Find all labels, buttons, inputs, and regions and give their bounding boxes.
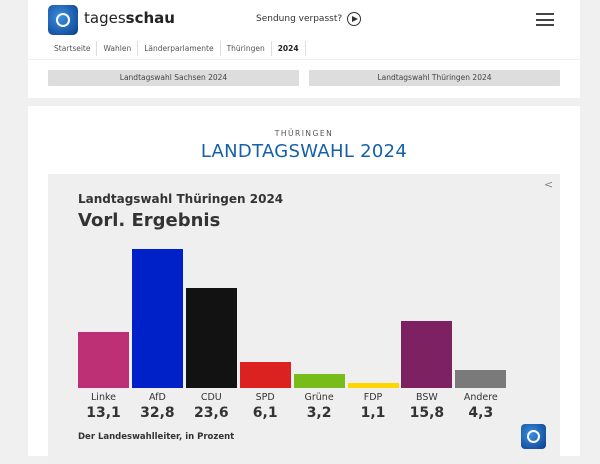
breadcrumb-item[interactable]: Startseite	[48, 41, 98, 56]
bar-value: 13,1	[86, 405, 121, 421]
brand-name[interactable]: tagesschau	[84, 9, 175, 27]
bar-label: Linke	[91, 392, 116, 403]
bar-label: CDU	[200, 392, 222, 403]
bar-label: FDP	[363, 392, 383, 403]
breadcrumb-item[interactable]: Thüringen	[221, 41, 272, 56]
breadcrumb-current: 2024	[272, 41, 306, 56]
bar-linke	[78, 332, 129, 388]
bar-bsw	[401, 321, 453, 388]
breadcrumb-item[interactable]: Länderparlamente	[138, 41, 221, 56]
divider	[28, 59, 580, 60]
bar-andere	[455, 369, 507, 388]
bar-label: Grüne	[304, 392, 334, 403]
bar-label: AfD	[148, 392, 166, 403]
tagesschau-logo-icon[interactable]	[48, 5, 78, 35]
header-card: tagesschau Sendung verpasst? Startseite …	[28, 0, 580, 98]
bar-grüne	[293, 374, 345, 388]
menu-icon[interactable]	[536, 13, 554, 26]
tagesschau-logo-icon	[521, 424, 546, 449]
bar-label: BSW	[416, 392, 438, 403]
breadcrumb-item[interactable]: Wahlen	[97, 41, 139, 56]
bar-value: 1,1	[360, 405, 386, 421]
tab-sachsen[interactable]: Landtagswahl Sachsen 2024	[48, 70, 299, 86]
share-icon[interactable]: <	[544, 178, 554, 191]
bar-label: SPD	[255, 392, 275, 403]
bar-spd	[239, 362, 291, 388]
results-card: THÜRINGEN LANDTAGSWAHL 2024 Landtagswahl…	[28, 106, 580, 464]
missed-show-link[interactable]: Sendung verpasst?	[256, 12, 362, 26]
bar-value: 32,8	[140, 405, 175, 421]
play-icon	[347, 12, 362, 26]
bar-value: 4,3	[468, 405, 494, 421]
bar-afd	[131, 248, 183, 388]
section-title: LANDTAGSWAHL 2024	[200, 141, 408, 162]
chart-subtitle: Vorl. Ergebnis	[78, 210, 221, 231]
bar-value: 15,8	[409, 405, 445, 421]
chart-title: Landtagswahl Thüringen 2024	[78, 192, 284, 206]
bar-value: 6,1	[252, 405, 278, 421]
section-kicker: THÜRINGEN	[274, 129, 334, 138]
tab-thueringen[interactable]: Landtagswahl Thüringen 2024	[309, 70, 560, 86]
bar-label: Andere	[463, 392, 498, 403]
bar-fdp	[347, 383, 399, 388]
missed-label: Sendung verpasst?	[256, 14, 343, 24]
bar-cdu	[185, 287, 237, 388]
bar-value: 23,6	[194, 405, 229, 421]
election-chart: Landtagswahl Thüringen 2024 Vorl. Ergebn…	[48, 174, 560, 464]
bar-value: 3,2	[306, 405, 332, 421]
chart-source: Der Landeswahlleiter, in Prozent	[78, 432, 235, 442]
breadcrumb: Startseite Wahlen Länderparlamente Thüri…	[48, 41, 306, 56]
